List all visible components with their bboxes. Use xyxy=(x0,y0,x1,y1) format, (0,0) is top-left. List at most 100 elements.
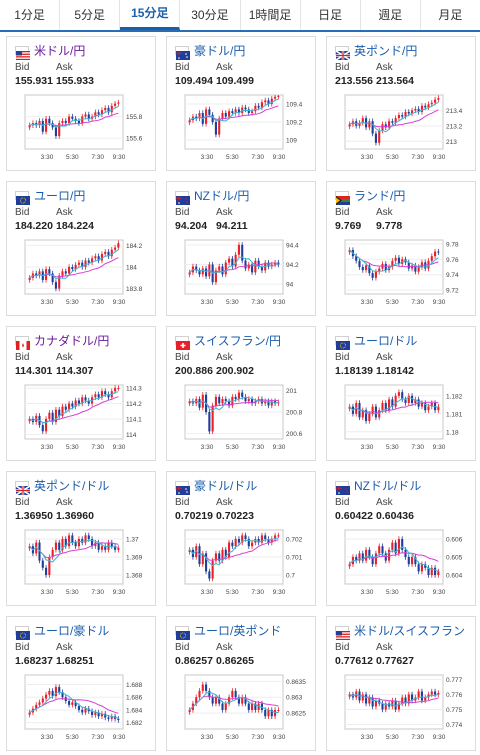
candle-up xyxy=(61,271,64,276)
candle-up xyxy=(404,111,407,117)
mini-candle-chart[interactable]: 1.182 1.181 1.18 3:30 5:30 7:30 9:30 xyxy=(331,381,473,457)
tab-3[interactable]: 30分足 xyxy=(180,0,241,30)
quote-labels: Bid Ask xyxy=(335,642,393,653)
x-tick-label: 9:30 xyxy=(433,299,446,306)
mini-candle-chart[interactable]: 114.3 114.2 114.1 114 3:30 5:30 7:30 9:30 xyxy=(11,381,153,457)
candle-down xyxy=(420,691,423,701)
rate-card[interactable]: ランド/円 Bid Ask 9.769 9.778 9.78 9.76 9.74 9.72 3:3… xyxy=(326,181,476,316)
tab-1[interactable]: 5分足 xyxy=(60,0,121,30)
x-tick-label: 7:30 xyxy=(91,444,104,451)
y-tick-label: 0.776 xyxy=(446,692,463,699)
candle-down xyxy=(397,257,400,264)
pair-name-link[interactable]: 米ドル/スイスフラン xyxy=(354,623,465,638)
mini-candle-chart[interactable]: 184.2 184 183.8 3:30 5:30 7:30 9:30 xyxy=(11,236,153,312)
candle-down xyxy=(87,260,90,263)
pair-name-link[interactable]: 豪ドル/ドル xyxy=(194,478,258,493)
candle-down xyxy=(270,709,273,717)
tab-6[interactable]: 週足 xyxy=(361,0,421,30)
mini-candle-chart[interactable]: 1.688 1.686 1.684 1.682 3:30 5:30 7:30 9:30 xyxy=(11,671,153,747)
rate-card[interactable]: ユーロ/円 Bid Ask 184.220 184.224 184.2 184 183.8 3:… xyxy=(6,181,156,316)
mini-candle-chart[interactable]: 155.8 155.6 3:30 5:30 7:30 9:30 xyxy=(11,91,153,167)
candle-up xyxy=(211,560,214,579)
currency-flag-icon xyxy=(175,335,190,350)
rate-grid: 米ドル/円 Bid Ask 155.931 155.933 155.8 155.6 3:30 5… xyxy=(6,36,476,752)
rate-card[interactable]: 豪ドル/円 Bid Ask 109.494 109.499 109.4 109.2 109 3:… xyxy=(166,36,316,171)
candle-up xyxy=(391,260,394,267)
rate-card[interactable]: スイスフラン/円 Bid Ask 200.886 200.902 201 200.8 200.… xyxy=(166,326,316,461)
y-tick-label: 114 xyxy=(126,432,137,439)
rate-card[interactable]: 英ポンド/ドル Bid Ask 1.36950 1.36960 1.37 1.369 1.36… xyxy=(6,471,156,606)
rate-card[interactable]: ユーロ/ドル Bid Ask 1.18139 1.18142 1.182 1.181 1.18… xyxy=(326,326,476,461)
candle-down xyxy=(107,717,110,719)
pair-name-link[interactable]: 英ポンド/ドル xyxy=(34,478,110,493)
pair-name-link[interactable]: 英ポンド/円 xyxy=(354,43,418,58)
pair-name-link[interactable]: 豪ドル/円 xyxy=(194,43,246,58)
rate-card[interactable]: カナダドル/円 Bid Ask 114.301 114.307 114.3 114.2 114… xyxy=(6,326,156,461)
mini-candle-chart[interactable]: 9.78 9.76 9.74 9.72 3:30 5:30 7:30 9:30 xyxy=(331,236,473,312)
pair-name-link[interactable]: NZドル/円 xyxy=(194,188,250,203)
pair-name-link[interactable]: ユーロ/ドル xyxy=(354,333,418,348)
mini-candle-chart[interactable]: 109.4 109.2 109 3:30 5:30 7:30 9:30 xyxy=(171,91,313,167)
rate-card[interactable]: 英ポンド/円 Bid Ask 213.556 213.564 213.4 213.2 213 3… xyxy=(326,36,476,171)
candle-up xyxy=(234,254,237,267)
currency-flag-icon xyxy=(15,480,31,496)
candle-up xyxy=(54,542,57,550)
bid-label: Bid xyxy=(175,207,190,218)
chart-svg: 94.4 94.2 94 3:30 5:30 7:30 9:30 xyxy=(184,239,299,306)
candle-up xyxy=(430,102,433,105)
mini-candle-chart[interactable]: 213.4 213.2 213 3:30 5:30 7:30 9:30 xyxy=(331,91,473,167)
rate-card[interactable]: ユーロ/英ポンド Bid Ask 0.86257 0.86265 0.8635 0.863 0… xyxy=(166,616,316,751)
tab-2[interactable]: 15分足 xyxy=(120,0,181,30)
candle-down xyxy=(264,535,267,539)
candle-up xyxy=(188,401,191,404)
mini-candle-chart[interactable]: 0.8635 0.863 0.8625 3:30 5:30 7:30 9:30 xyxy=(171,671,313,747)
ask-value: 0.86265 xyxy=(216,655,254,667)
tab-0[interactable]: 1分足 xyxy=(0,0,61,30)
candle-up xyxy=(374,700,377,707)
candle-up xyxy=(28,418,31,422)
candle-up xyxy=(277,95,280,97)
candle-down xyxy=(221,703,224,710)
candle-down xyxy=(257,260,260,267)
rate-card[interactable]: NZドル/ドル Bid Ask 0.60422 0.60436 0.606 0.605 0.6… xyxy=(326,471,476,606)
candle-down xyxy=(51,123,54,128)
mini-candle-chart[interactable]: 94.4 94.2 94 3:30 5:30 7:30 9:30 xyxy=(171,236,313,312)
pair-name-link[interactable]: NZドル/ドル xyxy=(354,478,422,493)
tab-4[interactable]: 1時間足 xyxy=(241,0,301,30)
mini-candle-chart[interactable]: 0.777 0.776 0.775 0.774 3:30 5:30 7:30 9:30 xyxy=(331,671,473,747)
x-tick-label: 7:30 xyxy=(91,734,104,741)
mini-candle-chart[interactable]: 1.37 1.369 1.368 3:30 5:30 7:30 9:30 xyxy=(11,526,153,602)
candle-down xyxy=(434,691,437,695)
rate-card[interactable]: NZドル/円 Bid Ask 94.204 94.211 94.4 94.2 94 3:30 5:… xyxy=(166,181,316,316)
tab-5[interactable]: 日足 xyxy=(301,0,361,30)
mini-candle-chart[interactable]: 201 200.8 200.6 3:30 5:30 7:30 9:30 xyxy=(171,381,313,457)
tab-7[interactable]: 月足 xyxy=(438,8,463,22)
ma-short-line xyxy=(29,391,119,424)
candle-up xyxy=(61,539,64,550)
rate-card[interactable]: 米ドル/円 Bid Ask 155.931 155.933 155.8 155.6 3:30 5… xyxy=(6,36,156,171)
quote-labels: Bid Ask xyxy=(335,497,393,508)
mini-candle-chart[interactable]: 0.606 0.605 0.604 3:30 5:30 7:30 9:30 xyxy=(331,526,473,602)
y-tick-label: 94.4 xyxy=(286,242,299,249)
currency-flag-icon xyxy=(335,190,350,205)
y-tick-label: 0.702 xyxy=(286,537,303,544)
pair-name-link[interactable]: カナダドル/円 xyxy=(34,333,110,348)
pair-name-link[interactable]: ユーロ/円 xyxy=(34,188,86,203)
candle-down xyxy=(267,100,270,104)
pair-name-link[interactable]: ユーロ/英ポンド xyxy=(194,623,282,638)
pair-name-link[interactable]: 米ドル/円 xyxy=(34,43,86,58)
y-tick-label: 184 xyxy=(126,265,137,272)
pair-name-link[interactable]: ユーロ/豪ドル xyxy=(34,623,110,638)
rate-card[interactable]: ユーロ/豪ドル Bid Ask 1.68237 1.68251 1.688 1.686 1.6… xyxy=(6,616,156,751)
pair-name-link[interactable]: スイスフラン/円 xyxy=(194,333,281,348)
mini-candle-chart[interactable]: 0.702 0.701 0.7 3:30 5:30 7:30 9:30 xyxy=(171,526,313,602)
candle-down xyxy=(247,109,250,113)
rate-card[interactable]: 米ドル/スイスフラン Bid Ask 0.77612 0.77627 0.777 0.776… xyxy=(326,616,476,751)
candle-down xyxy=(54,282,57,289)
pair-name-link[interactable]: ランド/円 xyxy=(354,188,406,203)
candle-down xyxy=(244,107,247,110)
rate-card[interactable]: 豪ドル/ドル Bid Ask 0.70219 0.70223 0.702 0.701 0.7 3… xyxy=(166,471,316,606)
candle-up xyxy=(91,258,94,263)
ask-label: Ask xyxy=(56,497,73,508)
x-tick-label: 5:30 xyxy=(386,734,399,741)
